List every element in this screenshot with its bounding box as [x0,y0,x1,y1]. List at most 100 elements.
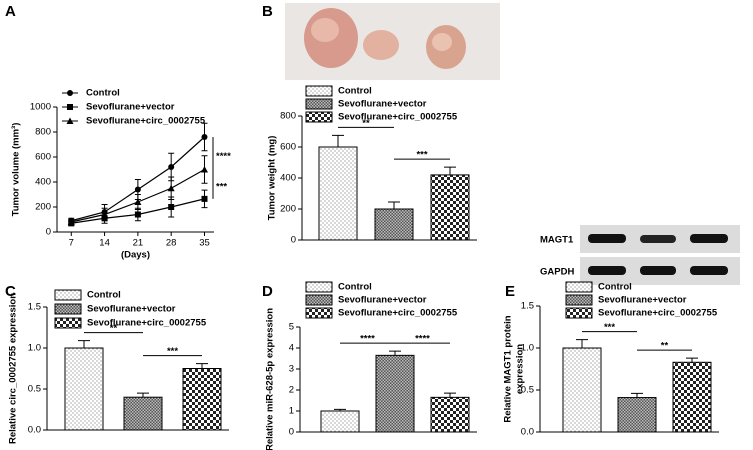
y-tick-label: 1.5 [521,301,534,312]
legend-label: Sevoflurane+circ_0002755 [87,318,207,329]
legend-swatch [305,307,333,319]
legend-label: Sevoflurane+vector [86,102,175,113]
marker [134,186,141,193]
panel-letter: C [5,283,16,300]
significance-label: *** [216,182,227,193]
bar [430,174,470,241]
y-tick-label: 1.5 [28,302,41,313]
western-blot [580,225,740,285]
bar [430,396,470,433]
y-axis-label: expression [515,344,526,394]
tumor-photo [285,3,500,80]
significance-label: *** [416,150,427,161]
legend-swatch [565,294,593,306]
marker [67,218,75,225]
legend-swatch [565,281,593,293]
blot-label: GAPDH [540,267,574,278]
significance-label: ** [362,118,370,129]
x-tick-label: 28 [166,238,177,249]
panel-letter: E [505,283,515,300]
y-tick-label: 200 [35,202,51,213]
error-bar [78,340,90,348]
legend-swatch [305,85,333,97]
blot-label: MAGT1 [540,235,574,246]
legend-swatch [54,317,82,329]
x-tick-label: 35 [199,238,210,249]
legend-swatch [305,294,333,306]
bar [320,410,360,433]
bar [672,361,712,433]
x-axis-label: (Days) [121,250,150,261]
legend-label: Control [338,282,372,293]
legend-label: Sevoflurane+vector [338,99,427,110]
bar [374,208,414,241]
significance-label: ** [661,341,669,352]
error-bar [576,339,588,348]
marker [134,211,141,218]
x-tick-label: 21 [133,238,144,249]
y-tick-label: 1 [289,406,294,417]
y-tick-label: 4 [289,343,294,354]
bar [123,396,163,431]
bar [375,354,415,433]
y-tick-label: 0.5 [521,385,534,396]
bar [617,397,657,433]
error-bar [137,392,149,398]
panel-letter: B [262,3,273,20]
y-axis-label: Relative miR-628-5p expression [265,308,276,450]
marker [67,104,73,110]
marker [134,198,142,205]
error-bar [389,350,401,356]
significance-label: *** [167,346,178,357]
legend-label: Control [86,88,120,99]
error-bar [444,166,456,175]
significance-label: ** [110,323,118,334]
y-tick-label: 5 [289,322,294,333]
y-tick-label: 0.0 [521,427,534,438]
panel-letter: D [262,283,273,300]
y-tick-label: 0 [289,427,294,438]
significance-label: **** [360,334,375,345]
legend-swatch [565,307,593,319]
error-bar [686,357,698,363]
y-tick-label: 0 [291,235,296,246]
legend-label: Sevoflurane+vector [87,304,176,315]
y-tick-label: 600 [280,142,296,153]
error-bar [332,134,344,147]
y-tick-label: 400 [280,173,296,184]
y-tick-label: 600 [35,152,51,163]
y-tick-label: 200 [280,204,296,215]
legend-swatch [305,98,333,110]
y-axis-label: Relative MAGT1 protein [503,315,514,422]
marker [200,166,208,173]
y-tick-label: 800 [280,111,296,122]
y-axis-label: Tumor volume (mm³) [11,123,22,217]
panel-letter: A [5,3,16,20]
significance-label: **** [415,334,430,345]
y-tick-label: 800 [35,127,51,138]
marker [101,211,109,218]
error-bar [388,201,400,209]
error-bar [444,392,456,398]
marker [66,117,74,124]
x-tick-label: 14 [99,238,110,249]
legend-label: Sevoflurane+vector [338,295,427,306]
legend-label: Sevoflurane+circ_0002755 [338,112,458,123]
marker [201,195,208,202]
legend-swatch [54,303,82,315]
error-bar [196,363,208,369]
marker [168,164,175,170]
error-bar [334,408,346,411]
legend-label: Sevoflurane+circ_0002755 [598,308,718,319]
marker [67,90,73,96]
legend-label: Control [338,86,372,97]
marker [167,184,175,192]
legend-label: Sevoflurane+vector [598,295,687,306]
legend-label: Control [598,282,632,293]
marker [168,204,175,210]
y-axis-label: Relative circ_0002755 expression [8,293,19,444]
y-axis-label: Tumor weight (mg) [267,136,278,221]
bar [562,347,602,433]
